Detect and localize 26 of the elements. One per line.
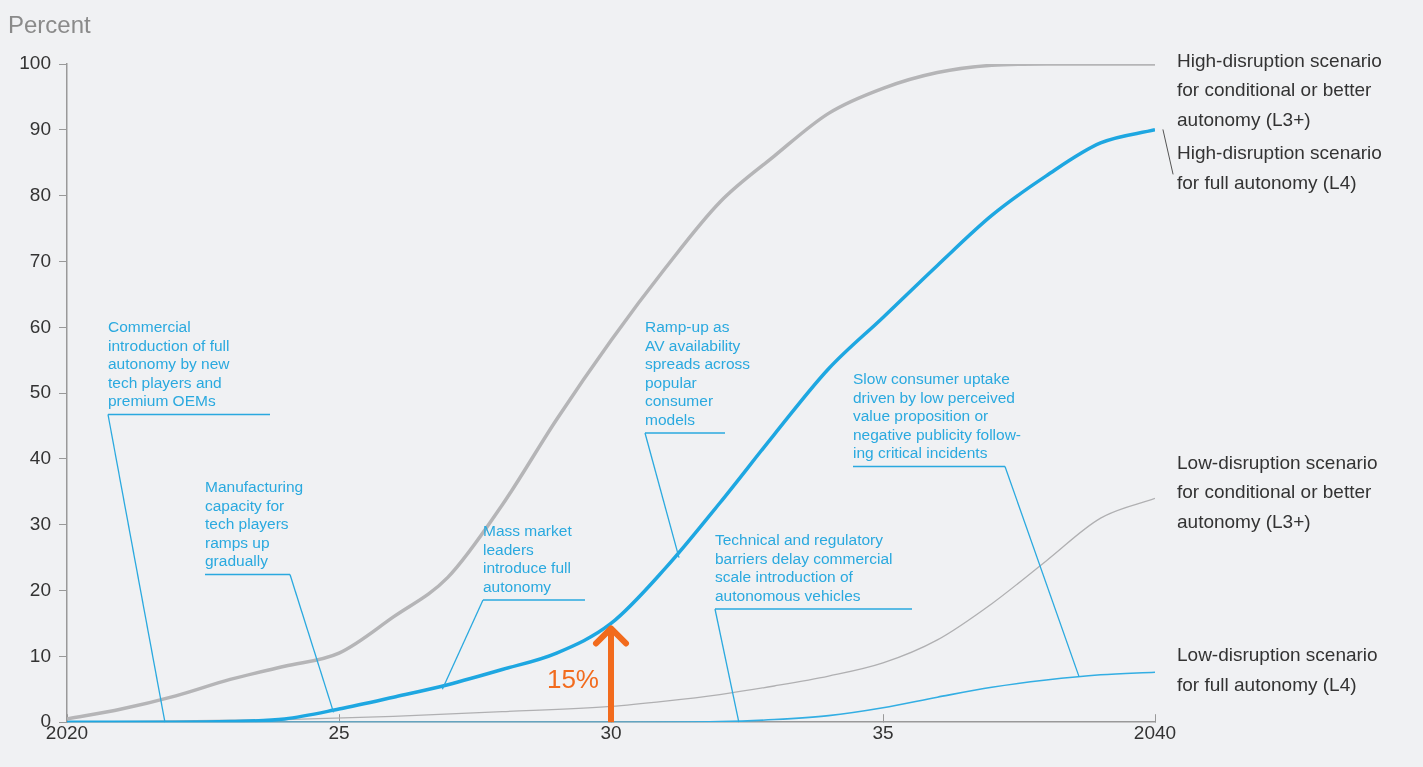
annotation: Technical and regulatory barriers delay commercial scale introduction of autonomous vehicles xyxy=(715,531,893,604)
y-tick-label: 50 xyxy=(29,381,51,403)
annotation: 15% xyxy=(546,664,599,695)
series-label: High-disruption scenario for conditional or better autonomy (L3+) xyxy=(1177,49,1382,130)
annotation: Mass market leaders introduce full autonomy xyxy=(483,522,573,595)
y-tick-label: 90 xyxy=(29,118,51,140)
x-tick-label: 2040 xyxy=(1133,721,1177,743)
y-tick-label: 70 xyxy=(29,249,51,271)
y-tick-label: 80 xyxy=(29,183,51,205)
x-tick-label: 35 xyxy=(872,721,894,743)
y-axis-title: Percent xyxy=(8,11,92,38)
y-tick-label: 100 xyxy=(19,52,51,74)
y-tick-label: 20 xyxy=(29,578,51,600)
series-label: Low-disruption scenario for conditional or better autonomy (L3+) xyxy=(1177,451,1378,532)
series-label: Low-disruption scenario for full autonomy (L4) xyxy=(1177,644,1378,695)
x-tick-label: 25 xyxy=(328,721,350,743)
annotation: Manufacturing capacity for tech players ramps up gradually xyxy=(205,478,304,570)
y-tick-label: 10 xyxy=(29,644,51,666)
y-tick-label: 60 xyxy=(29,315,51,337)
y-tick-label: 40 xyxy=(29,447,51,469)
annotation: Slow consumer uptake driven by low perceived value proposition or negative publicity follow- ing critical incidents xyxy=(853,370,1022,462)
annotation: Commercial introduction of full autonomy by new tech players and premium OEMs xyxy=(108,318,231,410)
x-tick-label: 30 xyxy=(600,721,622,743)
annotation: Ramp-up as AV availability spreads across popular consumer models xyxy=(645,318,751,428)
series-label: High-disruption scenario for full autonomy (L4) xyxy=(1177,142,1382,193)
y-tick-label: 30 xyxy=(29,512,51,534)
